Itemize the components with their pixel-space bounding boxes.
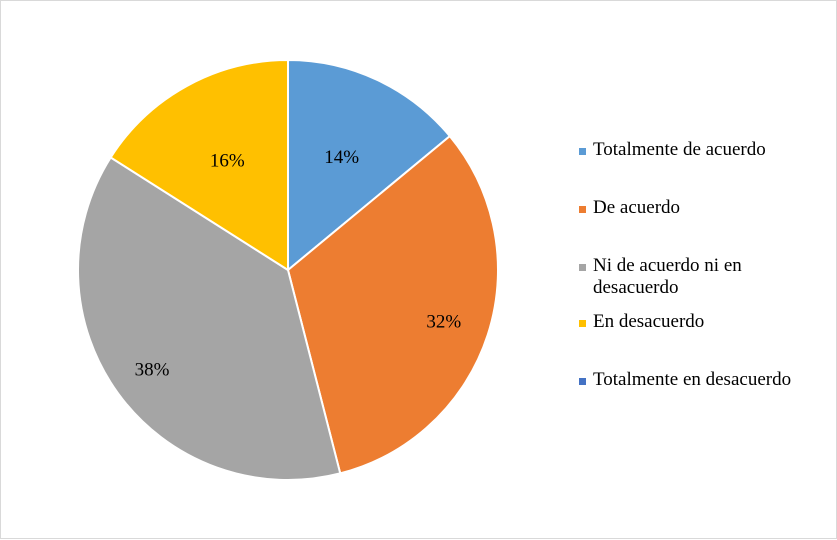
legend-item-de-acuerdo: De acuerdo <box>579 197 823 219</box>
data-label: 32% <box>426 312 461 333</box>
legend-item-totalmente-de-acuerdo: Totalmente de acuerdo <box>579 139 823 161</box>
pie-slice-de-acuerdo <box>286 134 499 475</box>
legend-swatch <box>579 206 586 213</box>
data-label: 38% <box>135 360 170 381</box>
legend-swatch <box>579 148 586 155</box>
legend-label: Totalmente de acuerdo <box>593 139 766 160</box>
legend-item-ni-de-acuerdo-ni-en-desacuerdo: Ni de acuerdo ni en desacuerdo <box>579 255 748 299</box>
legend-swatch <box>579 264 586 271</box>
legend-label: Totalmente en desacuerdo <box>593 369 792 390</box>
pie-slice-en-desacuerdo <box>109 58 289 272</box>
legend-item-en-desacuerdo: En desacuerdo <box>579 311 823 333</box>
legend-swatch <box>579 378 586 385</box>
legend-label: Ni de acuerdo ni en desacuerdo <box>593 255 742 298</box>
legend: Totalmente de acuerdo De acuerdo Ni de a… <box>579 139 829 391</box>
pie-slice-totalmente-de-acuerdo <box>287 58 452 273</box>
legend-swatch <box>579 320 586 327</box>
legend-item-totalmente-en-desacuerdo: Totalmente en desacuerdo <box>579 369 833 391</box>
data-label: 14% <box>324 147 359 168</box>
legend-label: En desacuerdo <box>593 311 705 332</box>
data-label: 16% <box>210 151 245 172</box>
pie-slice-ni-de-acuerdo-ni-en-desacuerdo <box>77 156 342 481</box>
legend-label: De acuerdo <box>593 197 681 218</box>
